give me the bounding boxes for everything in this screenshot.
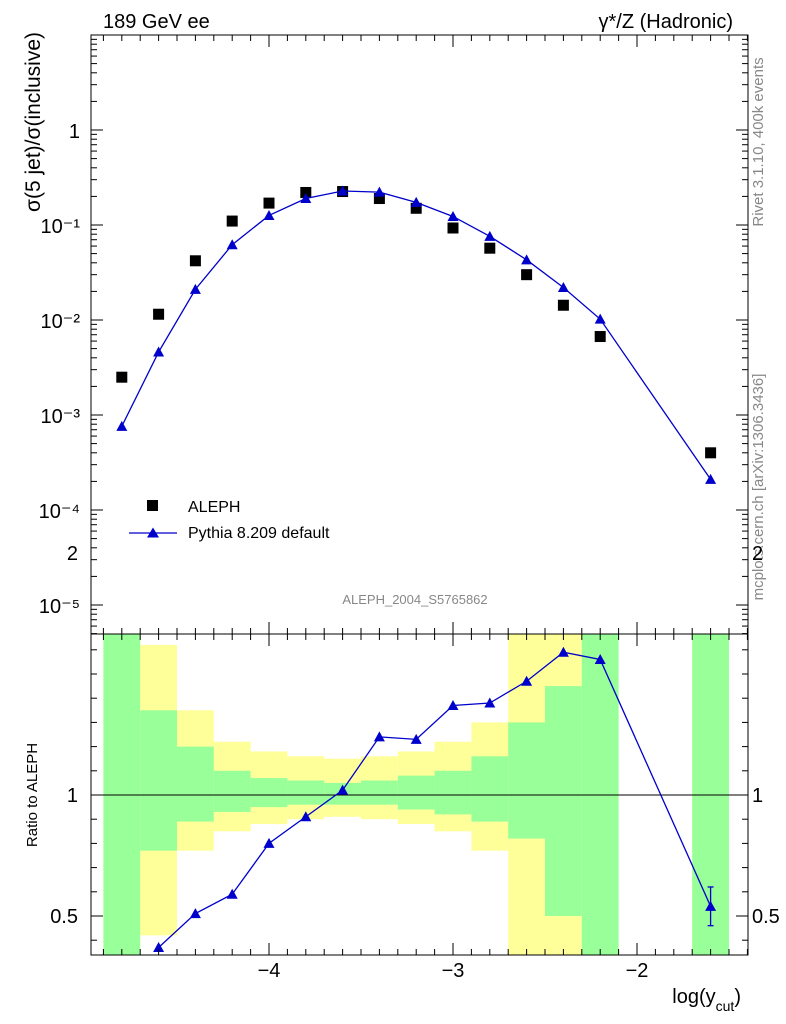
green-band-bin bbox=[434, 770, 472, 815]
ratio-data-point bbox=[153, 941, 165, 952]
aleph-data-point bbox=[521, 269, 533, 281]
legend-marker-pythia bbox=[147, 527, 159, 538]
pythia-data-point bbox=[484, 230, 496, 241]
energy-label: 189 GeV ee bbox=[103, 11, 210, 33]
pythia-data-point bbox=[300, 193, 312, 204]
ratio-data-point bbox=[484, 697, 496, 708]
pythia-line bbox=[121, 190, 712, 480]
main-y-axis: 10⁻⁵ 10⁻⁴ 10⁻³ 10⁻² 10⁻¹ 1 bbox=[39, 34, 748, 635]
ratio-y-tick-label-right: 2 bbox=[752, 543, 763, 565]
ratio-line bbox=[158, 651, 712, 948]
ratio-data-point bbox=[337, 784, 349, 795]
ratio-data-point bbox=[557, 646, 569, 657]
ratio-y-tick-label-left: 1 bbox=[67, 785, 78, 807]
x-tick-label: −4 bbox=[258, 960, 281, 982]
y-tick-label: 10⁻¹ bbox=[41, 216, 81, 238]
main-plot-panel: 10⁻⁵ 10⁻⁴ 10⁻³ 10⁻² 10⁻¹ 1 σ(5 jet)/σ(inclusi… bbox=[22, 32, 749, 635]
ratio-y-tick-label-left: 2 bbox=[67, 543, 78, 565]
pythia-data-point bbox=[521, 254, 533, 265]
green-band-bin bbox=[287, 780, 325, 805]
ratio-y-tick-label-right: 1 bbox=[752, 785, 763, 807]
green-band-bin bbox=[361, 780, 398, 805]
ratio-y-axis-title: Ratio to ALEPH bbox=[24, 743, 41, 847]
legend-label-aleph: ALEPH bbox=[188, 499, 240, 516]
y-tick-label: 10⁻⁵ bbox=[39, 596, 80, 618]
ratio-y-axis: 0.5 0.5 1 1 2 2 bbox=[50, 543, 780, 941]
y-tick-label: 10⁻³ bbox=[41, 406, 81, 428]
ratio-y-tick-label-left: 0.5 bbox=[50, 906, 78, 928]
main-plot-data bbox=[116, 185, 717, 484]
aleph-data-point bbox=[447, 222, 459, 234]
process-label: γ*/Z (Hadronic) bbox=[599, 11, 733, 33]
ratio-data-point bbox=[594, 653, 606, 664]
green-band-bin bbox=[397, 775, 435, 810]
pythia-data-point bbox=[226, 239, 238, 250]
x-axis-title: log(ycut) bbox=[672, 986, 741, 1014]
ratio-y-tick-label-right: 0.5 bbox=[752, 906, 780, 928]
y-tick-label: 1 bbox=[69, 121, 80, 143]
rivet-version-label: Rivet 3.1.10, 400k events bbox=[750, 57, 767, 226]
legend-label-pythia: Pythia 8.209 default bbox=[188, 525, 330, 542]
pythia-data-point bbox=[447, 210, 459, 221]
green-band-bin bbox=[250, 778, 288, 808]
pythia-data-point bbox=[373, 186, 385, 197]
ratio-data-point bbox=[521, 675, 533, 686]
analysis-id-label: ALEPH_2004_S5765862 bbox=[342, 592, 487, 607]
ratio-data-point bbox=[447, 699, 459, 710]
x-axis: −4 −3 −2 bbox=[102, 35, 748, 982]
aleph-data-point bbox=[153, 308, 165, 320]
aleph-data-point bbox=[373, 193, 385, 205]
aleph-data-point bbox=[263, 197, 275, 209]
main-y-axis-title: σ(5 jet)/σ(inclusive) bbox=[22, 32, 45, 212]
ratio-plot-panel: 0.5 0.5 1 1 2 2 −4 −3 −2 Ratio to ALEPH log(ycu… bbox=[24, 35, 780, 1014]
aleph-data-point bbox=[410, 202, 422, 214]
ratio-data-point bbox=[410, 733, 422, 744]
aleph-data-point bbox=[116, 371, 128, 383]
main-plot-frame bbox=[90, 34, 749, 635]
ratio-data-point bbox=[226, 888, 238, 899]
legend-marker-aleph bbox=[147, 500, 158, 511]
mcplots-label: mcplots.cern.ch [arXiv:1306.3436] bbox=[750, 374, 767, 601]
aleph-data-point bbox=[705, 447, 717, 459]
x-tick-label: −2 bbox=[626, 960, 649, 982]
ratio-data-point bbox=[263, 837, 275, 848]
y-tick-label: 10⁻⁴ bbox=[39, 501, 80, 523]
ratio-data-point bbox=[189, 908, 201, 919]
green-band-bin bbox=[213, 770, 251, 812]
y-tick-label: 10⁻² bbox=[41, 311, 81, 333]
ratio-data-point bbox=[373, 731, 385, 742]
legend: ALEPH Pythia 8.209 default bbox=[129, 499, 330, 542]
pythia-data-point bbox=[189, 283, 201, 294]
aleph-data-point bbox=[594, 331, 606, 343]
pythia-data-point bbox=[410, 196, 422, 207]
pythia-data-point bbox=[594, 313, 606, 324]
green-band-bin bbox=[177, 746, 214, 822]
pythia-data-point bbox=[116, 420, 128, 431]
aleph-data-point bbox=[557, 299, 569, 311]
pythia-data-point bbox=[263, 209, 275, 220]
aleph-data-point bbox=[226, 215, 238, 227]
pythia-data-point bbox=[557, 281, 569, 292]
aleph-data-point bbox=[189, 255, 201, 267]
pythia-data-point bbox=[705, 473, 717, 484]
pythia-data-point bbox=[153, 346, 165, 357]
green-band-bin bbox=[545, 686, 582, 916]
x-tick-label: −3 bbox=[442, 960, 465, 982]
green-band-bin bbox=[508, 722, 545, 839]
ratio-data bbox=[153, 646, 717, 952]
pythia-data-point bbox=[337, 185, 349, 196]
ratio-data-point bbox=[300, 811, 312, 822]
green-band-bin bbox=[471, 756, 509, 822]
green-band-bin bbox=[140, 710, 177, 851]
aleph-data-point bbox=[300, 186, 312, 198]
aleph-data-point bbox=[484, 242, 496, 254]
